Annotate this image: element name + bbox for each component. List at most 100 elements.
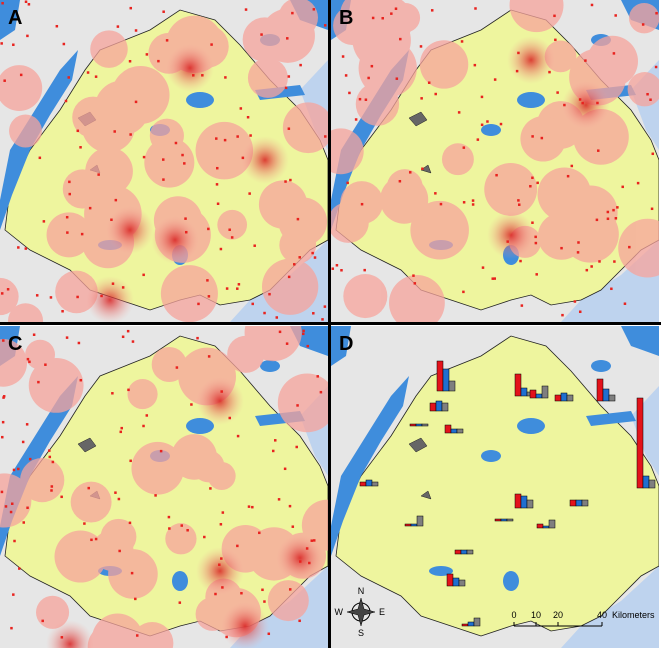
point: [216, 202, 220, 206]
density-area: [9, 114, 42, 148]
point: [398, 179, 402, 183]
density-area: [127, 379, 158, 410]
point: [13, 539, 16, 543]
point: [62, 42, 66, 46]
site-bar: [435, 400, 443, 412]
point: [44, 363, 47, 366]
point: [117, 497, 121, 501]
compass-letter: N: [358, 586, 365, 596]
point: [207, 227, 210, 231]
hotspot: [221, 602, 269, 648]
point: [219, 247, 223, 251]
site-bar: [359, 481, 367, 487]
point: [61, 309, 64, 313]
point: [38, 156, 42, 160]
density-area: [36, 595, 70, 629]
site-bar: [520, 387, 528, 397]
point: [341, 55, 345, 58]
site-bar: [526, 499, 534, 509]
point: [306, 344, 310, 348]
site-bar: [602, 388, 610, 402]
point: [186, 529, 189, 532]
panel-label: C: [8, 333, 22, 355]
point: [408, 171, 412, 174]
point: [316, 375, 319, 378]
site-bar: [575, 499, 583, 507]
site-bar: [542, 525, 550, 529]
point: [284, 86, 288, 90]
point: [130, 571, 134, 575]
point: [244, 8, 248, 11]
point: [26, 506, 29, 510]
point: [65, 336, 69, 339]
point: [159, 449, 163, 453]
site-bar: [421, 423, 429, 427]
point: [321, 318, 324, 321]
density-area: [520, 116, 566, 162]
point: [201, 74, 204, 77]
density-area: [509, 0, 564, 33]
point: [67, 76, 71, 79]
point: [119, 430, 123, 434]
point: [48, 455, 52, 459]
point: [308, 561, 311, 565]
point: [251, 302, 254, 306]
point: [578, 310, 582, 314]
point: [131, 340, 135, 343]
point: [236, 287, 239, 290]
point: [277, 498, 281, 501]
point: [28, 360, 31, 364]
point: [529, 184, 532, 188]
point: [145, 414, 149, 417]
site-bar: [442, 368, 450, 392]
site-bar: [444, 424, 452, 434]
point: [225, 287, 229, 290]
scale-label: 10: [531, 610, 541, 620]
panel-label: D: [339, 333, 353, 355]
point: [515, 69, 519, 73]
point: [12, 468, 16, 472]
point: [145, 53, 149, 56]
density-area: [628, 2, 659, 34]
density-area: [25, 339, 56, 370]
point: [10, 502, 14, 505]
point: [207, 355, 211, 358]
point: [412, 274, 415, 277]
point: [2, 396, 5, 399]
panel-label: A: [8, 7, 22, 29]
density-area: [81, 99, 136, 153]
point: [154, 494, 157, 497]
point: [358, 97, 362, 101]
density-area: [62, 169, 102, 209]
point: [421, 167, 424, 170]
point: [263, 600, 266, 603]
point: [55, 24, 59, 28]
point: [66, 231, 69, 234]
point: [6, 288, 10, 291]
point: [128, 521, 132, 525]
site-bar: [365, 479, 373, 487]
point: [346, 181, 349, 185]
point: [324, 135, 327, 138]
point: [221, 586, 224, 589]
density-area: [618, 218, 659, 278]
point: [129, 133, 132, 136]
point: [312, 312, 315, 315]
point: [493, 78, 497, 81]
site-bar: [404, 523, 412, 527]
site-bar: [554, 394, 562, 402]
density-area: [0, 473, 32, 528]
point: [25, 423, 29, 426]
point: [462, 290, 465, 294]
point: [394, 7, 398, 10]
point: [495, 173, 498, 177]
hotspot: [507, 36, 555, 84]
point: [534, 235, 537, 239]
hotspot: [562, 81, 610, 129]
point: [68, 192, 72, 196]
point: [17, 467, 20, 471]
point: [236, 434, 240, 438]
point: [581, 101, 584, 105]
density-layer: [0, 326, 328, 648]
point: [612, 52, 616, 55]
